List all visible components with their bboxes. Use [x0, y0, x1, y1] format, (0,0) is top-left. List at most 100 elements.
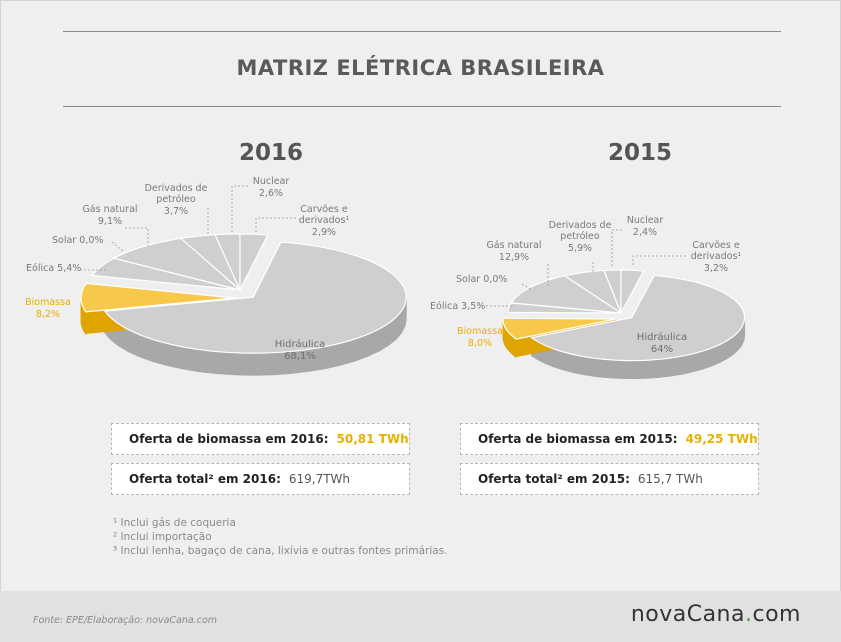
- biomass-supply-2015-value: 49,25 TWh: [685, 432, 758, 446]
- pie-2016: [80, 233, 407, 376]
- label-derivados-2015: Derivados de petróleo 5,9%: [549, 220, 612, 254]
- label-gas-value-2016: 9,1%: [98, 216, 122, 227]
- biomass-supply-2015-box: Oferta de biomassa em 2015: 49,25 TWh: [460, 423, 759, 455]
- biomass-supply-2016-value: 50,81 TWh: [336, 432, 409, 446]
- slice-hidraulica-2015: [530, 274, 746, 362]
- slice-derivados-2015: [563, 269, 623, 315]
- slice-gas-natural-2016: [112, 237, 241, 291]
- biomass-supply-2016-label: Oferta de biomassa em 2016:: [129, 432, 329, 446]
- total-supply-2016-box: Oferta total² em 2016: 619,7TWh: [111, 463, 410, 495]
- logo-dot: .: [745, 602, 753, 627]
- label-carvoes-name-line2-2015: derivados¹: [691, 251, 742, 262]
- label-nuclear-name-2016: Nuclear: [253, 176, 290, 187]
- label-nuclear-name-2015: Nuclear: [627, 215, 664, 226]
- slice-hidraulica-2016: [103, 241, 407, 354]
- label-nuclear-value-2016: 2,6%: [259, 188, 283, 199]
- source-credit: Fonte: EPE/Elaboração: novaCana.com: [33, 615, 218, 626]
- label-hidraulica-value-2016: 68,1%: [284, 351, 316, 362]
- label-derivados-value-2016: 3,7%: [164, 206, 188, 217]
- label-gas-2015: Gás natural 12,9%: [486, 240, 541, 263]
- logo-part-nova: nova: [630, 602, 687, 627]
- biomass-supply-2016-box: Oferta de biomassa em 2016: 50,81 TWh: [111, 423, 410, 455]
- footnote-3: ³ Inclui lenha, bagaço de cana, lixívia …: [113, 545, 448, 557]
- label-eolica-2015: Eólica 3,5%: [430, 301, 485, 312]
- label-carvoes-name-line2-2016: derivados¹: [299, 215, 350, 226]
- label-nuclear-2016: Nuclear 2,6%: [253, 176, 290, 199]
- label-solar-value-2016: 0,0%: [79, 235, 103, 246]
- label-gas-name-2016: Gás natural: [82, 204, 137, 215]
- leader-nuclear-2015: [611, 229, 622, 266]
- label-derivados-2016: Derivados de petróleo 3,7%: [145, 183, 208, 217]
- label-hidraulica-2016: Hidráulica 68,1%: [275, 338, 325, 362]
- total-supply-2015-box: Oferta total² em 2015: 615,7 TWh: [460, 463, 759, 495]
- label-solar-value-2015: 0,0%: [483, 274, 507, 285]
- label-derivados-name-line2-2016: petróleo: [156, 194, 196, 205]
- label-derivados-name-line1-2016: Derivados de: [145, 183, 208, 194]
- label-carvoes-2016: Carvões e derivados¹ 2,9%: [299, 204, 350, 238]
- label-eolica-value-2015: 3,5%: [461, 301, 485, 312]
- labels-2015: Derivados de petróleo 5,9% Nuclear 2,4% Car…: [430, 215, 741, 355]
- slice-eolica-2016: [91, 257, 241, 291]
- total-supply-2016-label: Oferta total² em 2016:: [129, 472, 281, 486]
- chart-2016-title: 2016: [239, 140, 304, 166]
- label-carvoes-2015: Carvões e derivados¹ 3,2%: [691, 240, 742, 274]
- label-derivados-name-line1-2015: Derivados de: [549, 220, 612, 231]
- label-solar-2015: Solar 0,0%: [456, 274, 507, 285]
- label-derivados-value-2015: 5,9%: [568, 243, 592, 254]
- label-gas-value-2015: 12,9%: [499, 252, 529, 263]
- label-eolica-value-2016: 5,4%: [57, 263, 81, 274]
- label-biomassa-name-2016: Biomassa: [25, 297, 71, 308]
- label-carvoes-value-2016: 2,9%: [312, 227, 336, 238]
- pie-charts: Derivados de petróleo 3,7% Nuclear 2,6% Car…: [25, 176, 746, 380]
- label-derivados-name-line2-2015: petróleo: [560, 231, 600, 242]
- label-biomassa-value-2015: 8,0%: [468, 338, 492, 349]
- logo-part-cana: Cana: [686, 602, 745, 627]
- pie-2015: [502, 269, 746, 380]
- total-supply-2016-value: 619,7TWh: [288, 472, 351, 486]
- slice-derivados-2016: [179, 234, 241, 291]
- label-solar-name-2015: Solar: [456, 274, 480, 285]
- leaders-2015: [486, 229, 686, 307]
- footnote-2: ² Inclui importação: [113, 531, 212, 543]
- labels-2016: Derivados de petróleo 3,7% Nuclear 2,6% Car…: [25, 176, 349, 362]
- logo-part-com: com: [752, 602, 801, 627]
- leader-carvoes-2015: [632, 255, 686, 266]
- label-hidraulica-name-2016: Hidráulica: [275, 338, 325, 350]
- label-carvoes-value-2015: 3,2%: [704, 263, 728, 274]
- label-nuclear-value-2015: 2,4%: [633, 227, 657, 238]
- label-eolica-name-2015: Eólica: [430, 301, 458, 312]
- biomass-supply-2015-label: Oferta de biomassa em 2015:: [478, 432, 678, 446]
- footnotes: ¹ Inclui gás de coqueria ² Inclui import…: [113, 516, 447, 558]
- label-eolica-2016: Eólica 5,4%: [26, 263, 81, 274]
- label-hidraulica-name-2015: Hidráulica: [637, 331, 687, 343]
- label-carvoes-name-line1-2015: Carvões e: [692, 240, 740, 251]
- leader-solar-2015: [521, 283, 533, 291]
- slice-biomassa-2016: [80, 282, 235, 313]
- footer-bar: [0, 591, 841, 642]
- label-solar-name-2016: Solar: [52, 235, 76, 246]
- label-gas-2016: Gás natural 9,1%: [82, 204, 137, 227]
- label-biomassa-name-2015: Biomassa: [457, 326, 503, 337]
- novacana-logo: novaCana.com: [631, 602, 801, 627]
- label-biomassa-2016: Biomassa 8,2%: [25, 297, 71, 320]
- slice-carvoes-2016: [239, 233, 269, 291]
- title-rule: [63, 106, 781, 107]
- slice-carvoes-2015: [620, 269, 645, 314]
- label-hidraulica-2015: Hidráulica 64%: [637, 331, 687, 355]
- total-supply-2015-value: 615,7 TWh: [637, 472, 703, 486]
- chart-2015-title: 2015: [608, 140, 673, 166]
- label-eolica-name-2016: Eólica: [26, 263, 54, 274]
- label-nuclear-2015: Nuclear 2,4%: [627, 215, 664, 238]
- leaders-2016: [80, 185, 296, 271]
- leader-carvoes-2016: [255, 217, 296, 232]
- top-rule: [63, 31, 781, 32]
- slice-gas-natural-2015: [510, 275, 622, 314]
- footnote-1: ¹ Inclui gás de coqueria: [113, 517, 236, 529]
- label-biomassa-value-2016: 8,2%: [36, 309, 60, 320]
- leader-gas-2016: [125, 227, 149, 246]
- leader-solar-2016: [111, 241, 125, 253]
- label-carvoes-name-line1-2016: Carvões e: [300, 204, 348, 215]
- label-hidraulica-value-2015: 64%: [651, 344, 673, 355]
- label-solar-2016: Solar 0,0%: [52, 235, 103, 246]
- label-biomassa-2015: Biomassa 8,0%: [457, 326, 503, 349]
